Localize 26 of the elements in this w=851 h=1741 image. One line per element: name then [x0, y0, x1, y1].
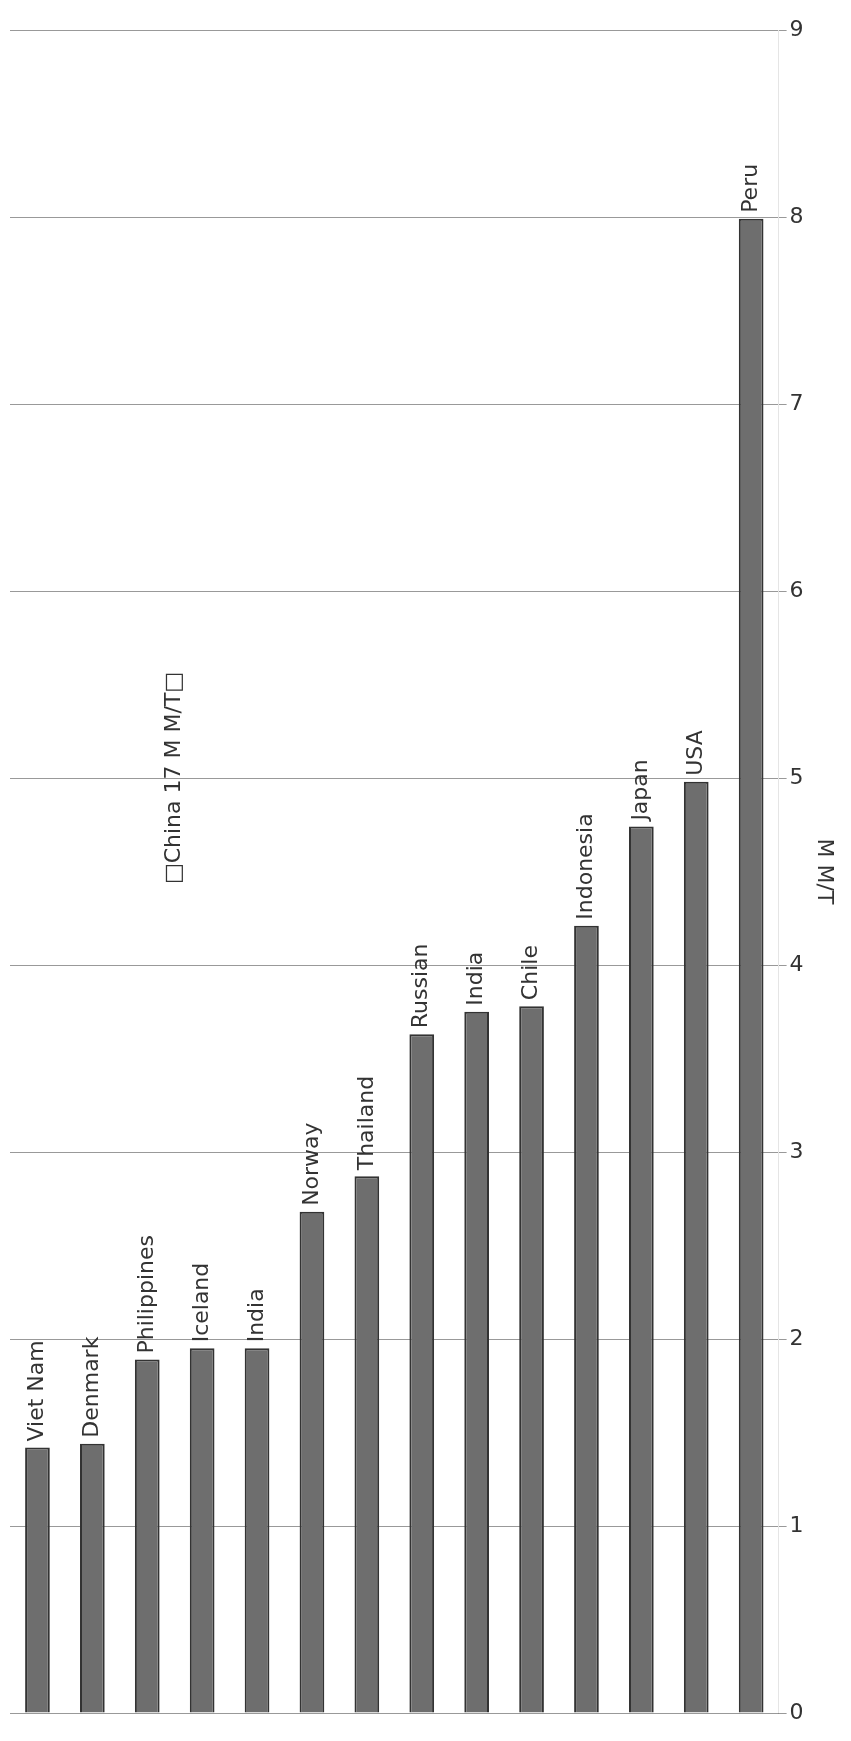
x-tick-label: Denmark: [78, 1336, 104, 1438]
y-tick-label: 7: [789, 389, 804, 415]
x-tick-label: Japan: [627, 759, 653, 823]
x-tick-label: Thailand: [352, 1075, 378, 1172]
y-tick-label: 2: [789, 1324, 804, 1350]
x-tick-label: Indonesia: [572, 813, 598, 920]
x-tick-label: USA: [681, 730, 707, 776]
x-tick-label: India: [242, 1288, 268, 1343]
x-tick-label: Peru: [736, 163, 762, 213]
x-tick-label: Viet Nam: [23, 1340, 49, 1442]
x-tick-label: Norway: [297, 1122, 323, 1206]
x-tick-label: Philippines: [132, 1235, 158, 1354]
y-tick-label: 4: [789, 950, 804, 976]
annotation: □China 17 M M/T□: [160, 671, 186, 885]
y-tick-label: 8: [789, 202, 804, 228]
y-tick-label: 0: [789, 1698, 804, 1724]
y-axis-title: M M/T: [813, 838, 839, 905]
y-tick-label: 5: [789, 763, 804, 789]
y-tick-label: 9: [789, 15, 804, 41]
x-tick-label: Russian: [407, 943, 433, 1029]
y-tick-label: 3: [789, 1137, 804, 1163]
x-tick-label: Iceland: [187, 1262, 213, 1343]
y-tick-label: 6: [789, 576, 804, 602]
y-tick-label: 1: [789, 1511, 804, 1537]
x-tick-label: India: [462, 951, 488, 1006]
x-tick-label: Chile: [517, 945, 543, 1001]
